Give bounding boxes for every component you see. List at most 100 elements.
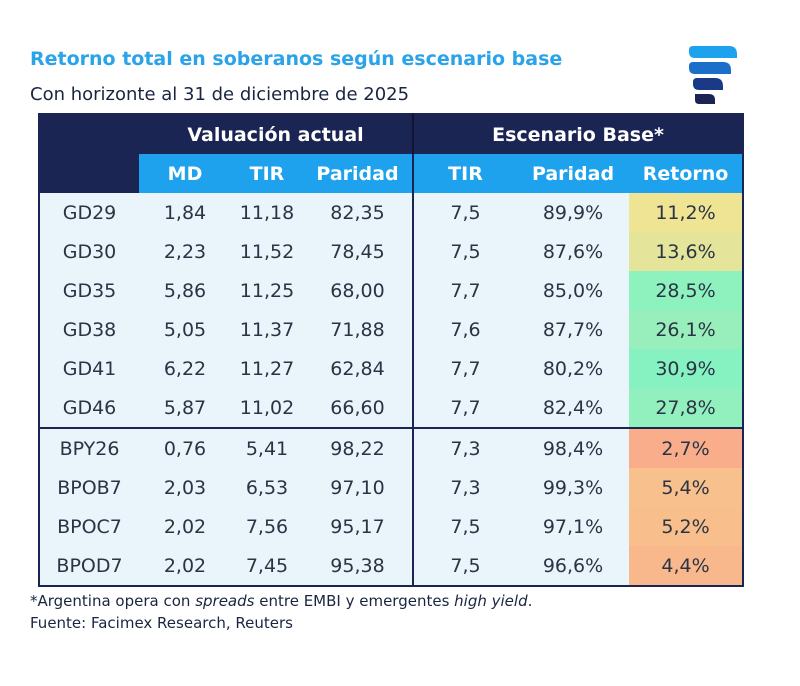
cell-tir: 11,52 xyxy=(231,232,303,271)
bond-ticker: BPOC7 xyxy=(39,507,139,546)
cell-retorno: 27,8% xyxy=(629,388,744,428)
cell-retorno: 5,2% xyxy=(629,507,744,546)
footnote: *Argentina opera con spreads entre EMBI … xyxy=(30,590,750,634)
cell-paridad-base: 85,0% xyxy=(517,271,630,310)
footnote-emphasis: spreads xyxy=(195,592,255,610)
bond-ticker: GD41 xyxy=(39,349,139,388)
bond-ticker: GD38 xyxy=(39,310,139,349)
cell-paridad: 82,35 xyxy=(303,193,414,232)
cell-tir-base: 7,7 xyxy=(412,271,518,310)
cell-tir: 11,25 xyxy=(231,271,303,310)
footnote-text: . xyxy=(527,592,533,610)
bond-ticker: BPOB7 xyxy=(39,468,139,507)
cell-tir: 11,18 xyxy=(231,193,303,232)
footnote-text: entre EMBI y emergentes xyxy=(254,592,455,610)
header-corner-2 xyxy=(39,154,139,193)
column-header: Paridad xyxy=(303,154,414,193)
cell-paridad-base: 87,7% xyxy=(517,310,630,349)
cell-paridad: 95,17 xyxy=(303,507,414,546)
column-header: TIR xyxy=(412,154,518,193)
cell-paridad: 71,88 xyxy=(303,310,414,349)
header-corner xyxy=(39,114,139,154)
cell-tir-base: 7,3 xyxy=(412,468,518,507)
cell-tir: 11,37 xyxy=(231,310,303,349)
table-row: GD38 5,05 11,37 71,88 7,6 87,7% 26,1% xyxy=(39,310,744,349)
cell-retorno: 13,6% xyxy=(629,232,744,271)
cell-retorno: 2,7% xyxy=(629,427,744,468)
table-row: GD41 6,22 11,27 62,84 7,7 80,2% 30,9% xyxy=(39,349,744,388)
cell-tir: 7,45 xyxy=(231,546,303,586)
cell-paridad-base: 82,4% xyxy=(517,388,630,428)
cell-md: 2,03 xyxy=(139,468,231,507)
cell-tir-base: 7,5 xyxy=(412,193,518,232)
table-row: GD35 5,86 11,25 68,00 7,7 85,0% 28,5% xyxy=(39,271,744,310)
bond-ticker: GD29 xyxy=(39,193,139,232)
cell-tir: 11,02 xyxy=(231,388,303,428)
footnote-emphasis: high yield xyxy=(454,592,528,610)
cell-paridad: 62,84 xyxy=(303,349,414,388)
cell-paridad: 97,10 xyxy=(303,468,414,507)
cell-paridad: 98,22 xyxy=(303,427,414,468)
cell-retorno: 5,4% xyxy=(629,468,744,507)
cell-md: 6,22 xyxy=(139,349,231,388)
cell-paridad: 66,60 xyxy=(303,388,414,428)
cell-paridad-base: 80,2% xyxy=(517,349,630,388)
cell-tir: 5,41 xyxy=(231,427,303,468)
group-header-escenario: Escenario Base* xyxy=(412,114,744,154)
cell-tir-base: 7,7 xyxy=(412,349,518,388)
cell-paridad-base: 87,6% xyxy=(517,232,630,271)
footnote-spreads: *Argentina opera con spreads entre EMBI … xyxy=(30,590,750,612)
returns-table: Valuación actual Escenario Base* MD TIR … xyxy=(38,113,745,587)
column-header: TIR xyxy=(231,154,303,193)
bond-ticker: BPOD7 xyxy=(39,546,139,586)
cell-md: 2,23 xyxy=(139,232,231,271)
cell-retorno: 30,9% xyxy=(629,349,744,388)
cell-paridad-base: 97,1% xyxy=(517,507,630,546)
cell-md: 2,02 xyxy=(139,546,231,586)
cell-tir-base: 7,5 xyxy=(412,546,518,586)
cell-paridad-base: 89,9% xyxy=(517,193,630,232)
footnote-source: Fuente: Facimex Research, Reuters xyxy=(30,614,293,632)
column-header: Retorno xyxy=(629,154,744,193)
cell-paridad: 95,38 xyxy=(303,546,414,586)
table-row: GD29 1,84 11,18 82,35 7,5 89,9% 11,2% xyxy=(39,193,744,232)
cell-md: 5,05 xyxy=(139,310,231,349)
bond-ticker: GD30 xyxy=(39,232,139,271)
cell-md: 2,02 xyxy=(139,507,231,546)
cell-tir-base: 7,7 xyxy=(412,388,518,428)
cell-paridad-base: 96,6% xyxy=(517,546,630,586)
cell-md: 0,76 xyxy=(139,427,231,468)
cell-tir-base: 7,5 xyxy=(412,507,518,546)
bond-ticker: GD35 xyxy=(39,271,139,310)
cell-tir: 11,27 xyxy=(231,349,303,388)
column-header: MD xyxy=(139,154,231,193)
table-row: GD46 5,87 11,02 66,60 7,7 82,4% 27,8% xyxy=(39,388,744,428)
cell-retorno: 11,2% xyxy=(629,193,744,232)
cell-retorno: 4,4% xyxy=(629,546,744,586)
cell-paridad-base: 99,3% xyxy=(517,468,630,507)
footnote-text: *Argentina opera con xyxy=(30,592,196,610)
cell-tir-base: 7,3 xyxy=(412,427,518,468)
page-subtitle: Con horizonte al 31 de diciembre de 2025 xyxy=(30,84,410,105)
bond-ticker: GD46 xyxy=(39,388,139,428)
cell-paridad: 78,45 xyxy=(303,232,414,271)
cell-md: 1,84 xyxy=(139,193,231,232)
cell-tir: 6,53 xyxy=(231,468,303,507)
cell-paridad: 68,00 xyxy=(303,271,414,310)
group-header-valuacion: Valuación actual xyxy=(139,114,414,154)
table-body: GD29 1,84 11,18 82,35 7,5 89,9% 11,2% GD30 2,23 1… xyxy=(39,193,744,586)
page-title: Retorno total en soberanos según escenar… xyxy=(30,48,563,70)
column-header: Paridad xyxy=(517,154,630,193)
cell-tir-base: 7,5 xyxy=(412,232,518,271)
table-row: BPOB7 2,03 6,53 97,10 7,3 99,3% 5,4% xyxy=(39,468,744,507)
cell-tir: 7,56 xyxy=(231,507,303,546)
facimex-logo-icon xyxy=(689,46,737,104)
bond-ticker: BPY26 xyxy=(39,427,139,468)
cell-paridad-base: 98,4% xyxy=(517,427,630,468)
table-row: BPY26 0,76 5,41 98,22 7,3 98,4% 2,7% xyxy=(39,427,744,468)
cell-tir-base: 7,6 xyxy=(412,310,518,349)
table-row: BPOD7 2,02 7,45 95,38 7,5 96,6% 4,4% xyxy=(39,546,744,586)
cell-md: 5,87 xyxy=(139,388,231,428)
table-row: BPOC7 2,02 7,56 95,17 7,5 97,1% 5,2% xyxy=(39,507,744,546)
table-row: GD30 2,23 11,52 78,45 7,5 87,6% 13,6% xyxy=(39,232,744,271)
